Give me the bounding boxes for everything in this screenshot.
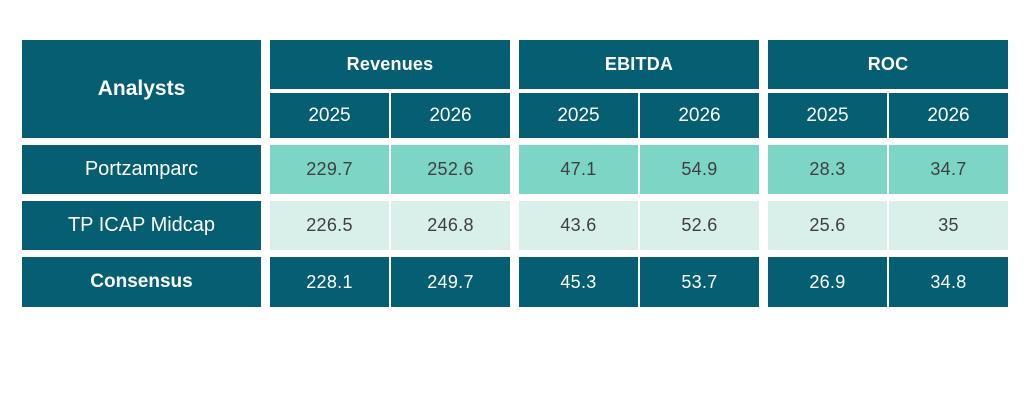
table-row-values: 45.3 53.7 xyxy=(519,257,759,307)
value-cell-ebitda-2025-consensus: 45.3 xyxy=(519,257,638,307)
value-cell-revenues-2025-tp-icap: 226.5 xyxy=(270,201,389,250)
year-subheader-row: 2025 2026 xyxy=(519,93,759,138)
table-row-values: 25.6 35 xyxy=(768,201,1008,250)
analyst-row-label-tp-icap-midcap: TP ICAP Midcap xyxy=(22,201,261,250)
value-cell-roc-2025-tp-icap: 25.6 xyxy=(768,201,887,250)
group-label-roc: ROC xyxy=(768,40,1008,89)
year-cell-ebitda-2025: 2025 xyxy=(519,93,638,138)
year-cell-revenues-2026: 2026 xyxy=(391,93,510,138)
group-label-revenues: Revenues xyxy=(270,40,510,89)
table-row-values: 226.5 246.8 xyxy=(270,201,510,250)
analyst-row-label-consensus: Consensus xyxy=(22,257,261,307)
year-subheader-row: 2025 2026 xyxy=(270,93,510,138)
year-cell-ebitda-2026: 2026 xyxy=(640,93,759,138)
value-cell-roc-2026-consensus: 34.8 xyxy=(889,257,1008,307)
value-cell-roc-2025-portzamparc: 28.3 xyxy=(768,145,887,194)
value-cell-ebitda-2026-portzamparc: 54.9 xyxy=(640,145,759,194)
value-cell-revenues-2025-consensus: 228.1 xyxy=(270,257,389,307)
value-cell-ebitda-2026-consensus: 53.7 xyxy=(640,257,759,307)
value-cell-roc-2026-tp-icap: 35 xyxy=(889,201,1008,250)
value-cell-revenues-2026-tp-icap: 246.8 xyxy=(391,201,510,250)
value-cell-revenues-2025-portzamparc: 229.7 xyxy=(270,145,389,194)
value-cell-roc-2025-consensus: 26.9 xyxy=(768,257,887,307)
table-row-values: 229.7 252.6 xyxy=(270,145,510,194)
column-group-ebitda: EBITDA 2025 2026 xyxy=(519,40,759,138)
year-subheader-row: 2025 2026 xyxy=(768,93,1008,138)
table-row-values: 43.6 52.6 xyxy=(519,201,759,250)
value-cell-revenues-2026-consensus: 249.7 xyxy=(391,257,510,307)
table-row-values: 47.1 54.9 xyxy=(519,145,759,194)
year-cell-roc-2025: 2025 xyxy=(768,93,887,138)
value-cell-ebitda-2025-portzamparc: 47.1 xyxy=(519,145,638,194)
analyst-row-label-portzamparc: Portzamparc xyxy=(22,145,261,194)
table-row-values: 28.3 34.7 xyxy=(768,145,1008,194)
table-row-values: 228.1 249.7 xyxy=(270,257,510,307)
year-cell-revenues-2025: 2025 xyxy=(270,93,389,138)
value-cell-roc-2026-portzamparc: 34.7 xyxy=(889,145,1008,194)
group-label-ebitda: EBITDA xyxy=(519,40,759,89)
value-cell-revenues-2026-portzamparc: 252.6 xyxy=(391,145,510,194)
column-group-roc: ROC 2025 2026 xyxy=(768,40,1008,138)
table-row-values: 26.9 34.8 xyxy=(768,257,1008,307)
value-cell-ebitda-2025-tp-icap: 43.6 xyxy=(519,201,638,250)
value-cell-ebitda-2026-tp-icap: 52.6 xyxy=(640,201,759,250)
analysts-header-cell: Analysts xyxy=(22,40,261,138)
analyst-estimates-table: Analysts Revenues 2025 2026 EBITDA 2025 … xyxy=(22,40,1008,307)
year-cell-roc-2026: 2026 xyxy=(889,93,1008,138)
column-group-revenues: Revenues 2025 2026 xyxy=(270,40,510,138)
